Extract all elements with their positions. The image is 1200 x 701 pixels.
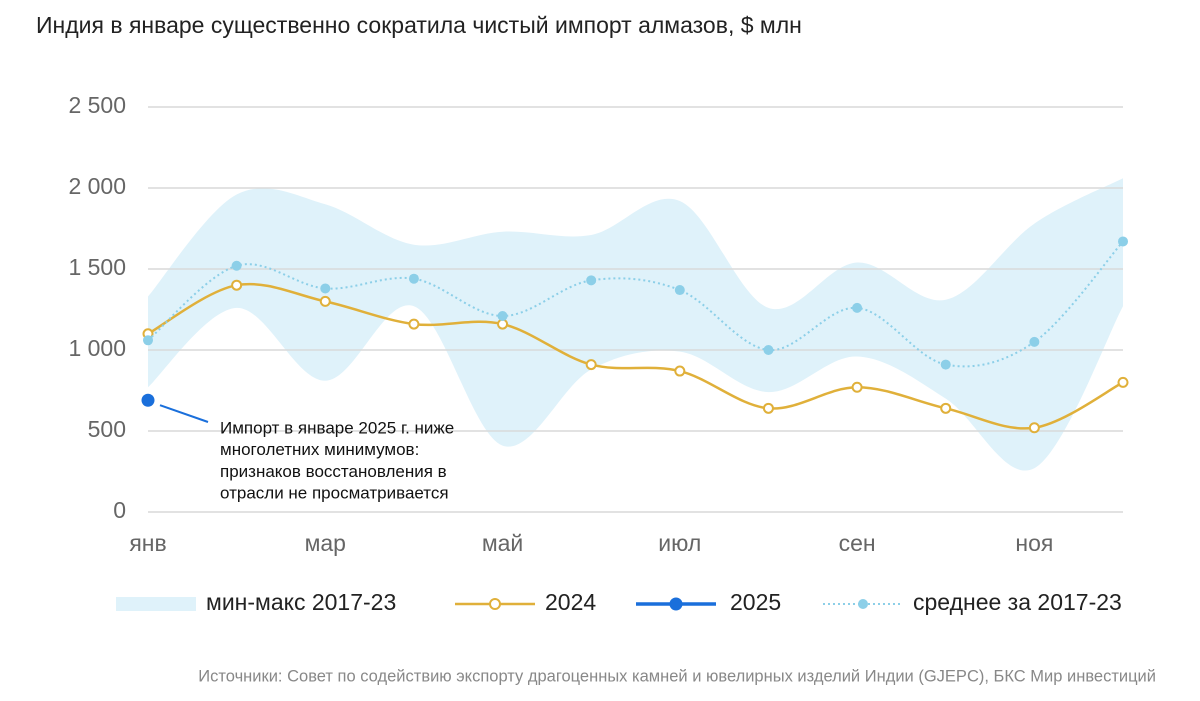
legend-marker	[669, 597, 683, 611]
line	[147, 240, 1124, 368]
point	[1118, 236, 1128, 247]
y-tick-label: 2 500	[68, 92, 126, 118]
y-tick-label: 1 500	[68, 254, 126, 280]
point	[1117, 376, 1129, 388]
point	[585, 359, 597, 371]
line	[147, 282, 1124, 430]
point	[851, 381, 863, 393]
point	[852, 302, 863, 313]
source: Источники: Совет по содействию экспорту …	[198, 667, 1156, 685]
x-tick-label: сен	[839, 530, 876, 556]
point	[408, 318, 420, 330]
point	[231, 260, 242, 271]
legend-marker	[489, 598, 501, 610]
x-tick-label: мар	[305, 530, 346, 556]
y-tick-label: 0	[113, 497, 126, 523]
point	[408, 273, 419, 284]
legend-swatch	[116, 597, 196, 611]
legend-label: мин-макс 2017-23	[206, 589, 396, 615]
x-tick-label: июл	[658, 530, 701, 556]
y-tick-label: 2 000	[68, 173, 126, 199]
point	[763, 345, 774, 355]
annotation: отрасли не просматривается	[220, 484, 449, 503]
annotation: Импорт в январе 2025 г. ниже	[220, 418, 454, 437]
x-tick-label: ноя	[1015, 530, 1053, 556]
point	[141, 393, 155, 407]
chart-title: Индия в январе существенно сократила чис…	[36, 12, 802, 38]
point	[231, 279, 243, 291]
point	[674, 365, 686, 377]
x-tick-label: май	[482, 530, 523, 556]
point	[1028, 422, 1040, 434]
annotation: многолетних минимумов:	[220, 440, 419, 459]
legend-label: 2025	[730, 589, 781, 615]
point	[940, 402, 952, 414]
point	[940, 359, 951, 370]
legend-label: 2024	[545, 589, 596, 615]
point	[319, 295, 331, 307]
point	[674, 285, 685, 296]
legend-marker	[858, 599, 868, 609]
y-tick-label: 500	[88, 416, 126, 442]
point	[762, 402, 774, 414]
annotation: признаков восстановления в	[220, 462, 447, 481]
point	[143, 335, 153, 346]
point	[497, 310, 508, 321]
point	[320, 283, 331, 294]
y-tick-label: 1 000	[68, 335, 126, 361]
min-max-band	[148, 178, 1123, 471]
x-tick-label: янв	[129, 530, 166, 556]
annotation-connector	[159, 404, 209, 423]
legend-label: среднее за 2017-23	[913, 589, 1122, 615]
point	[586, 275, 597, 286]
point	[1029, 336, 1040, 347]
